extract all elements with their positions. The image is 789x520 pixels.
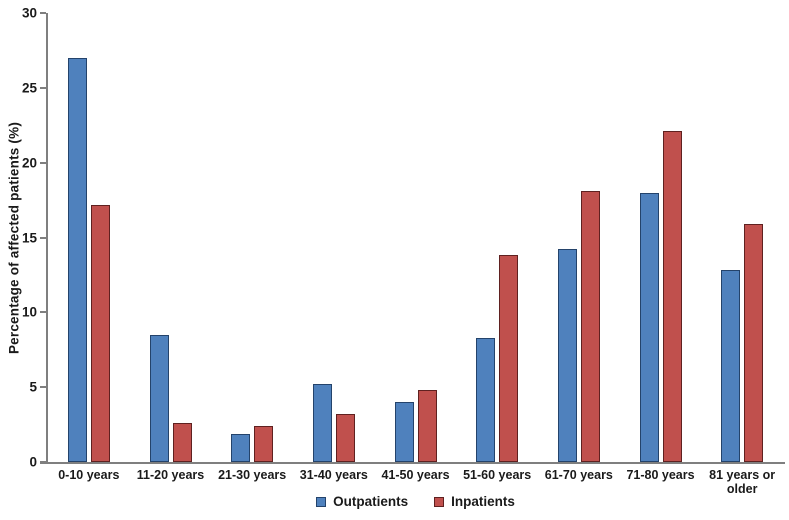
bar-inpatients-0-10-years — [90, 204, 110, 462]
legend-swatch-icon — [316, 496, 327, 507]
x-category-label: 61-70 years — [544, 468, 613, 482]
x-category-label: 11-20 years — [136, 468, 205, 482]
bar-outpatients-61-70-years — [557, 249, 577, 462]
bar-outpatients-21-30-years — [231, 433, 251, 462]
y-tick-label: 5 — [29, 379, 37, 395]
x-category-label: 31-40 years — [299, 468, 368, 482]
x-category-label: 81 years or older — [709, 468, 776, 497]
legend-swatch-icon — [434, 496, 445, 507]
bar-outpatients-51-60-years — [476, 337, 496, 462]
x-category-label: 51-60 years — [463, 468, 532, 482]
bar-outpatients-0-10-years — [67, 57, 87, 462]
y-tick-mark — [40, 236, 46, 239]
y-axis-line — [46, 13, 48, 463]
bar-inpatients-81-years-or-older — [744, 224, 764, 462]
bar-outpatients-41-50-years — [394, 402, 414, 462]
bar-outpatients-11-20-years — [149, 334, 169, 462]
x-category-label: 21-30 years — [218, 468, 287, 482]
legend-item-outpatients: Outpatients — [316, 494, 408, 509]
y-tick-mark — [40, 12, 46, 14]
y-tick-label: 0 — [29, 454, 37, 470]
bar-inpatients-11-20-years — [172, 423, 192, 462]
legend: Outpatients Inpatients — [48, 494, 783, 509]
y-tick-label: 20 — [21, 155, 37, 171]
x-axis-line — [40, 462, 785, 464]
bar-inpatients-41-50-years — [417, 390, 437, 462]
y-tick-label: 10 — [21, 304, 37, 320]
bar-inpatients-31-40-years — [335, 414, 355, 462]
x-category-label: 41-50 years — [381, 468, 450, 482]
bar-inpatients-51-60-years — [499, 255, 519, 462]
bar-inpatients-71-80-years — [662, 131, 682, 462]
bar-outpatients-81-years-or-older — [721, 270, 741, 462]
y-tick-mark — [40, 461, 46, 463]
y-tick-label: 30 — [21, 5, 37, 21]
x-category-label: 0-10 years — [58, 468, 120, 482]
y-tick-mark — [40, 311, 46, 314]
legend-label: Inpatients — [451, 494, 515, 509]
legend-item-inpatients: Inpatients — [434, 494, 515, 509]
y-tick-label: 25 — [21, 80, 37, 96]
bar-outpatients-31-40-years — [312, 384, 332, 462]
y-tick-label: 15 — [21, 230, 37, 245]
bar-outpatients-71-80-years — [639, 192, 659, 462]
y-tick-mark — [40, 161, 46, 164]
x-category-label: 71-80 years — [626, 468, 695, 482]
y-tick-mark — [40, 86, 46, 89]
bar-inpatients-61-70-years — [580, 191, 600, 462]
bar-inpatients-21-30-years — [254, 426, 274, 462]
legend-label: Outpatients — [333, 494, 409, 509]
y-tick-mark — [40, 386, 46, 389]
